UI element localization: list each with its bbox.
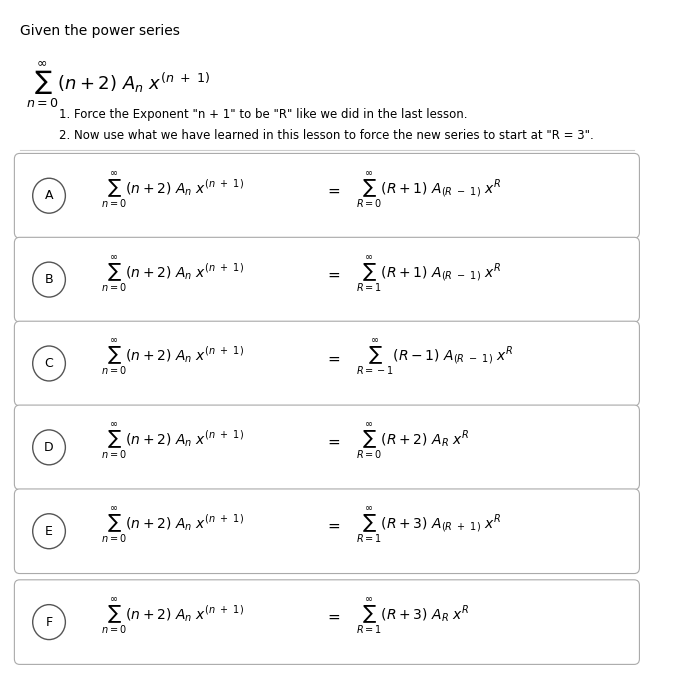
Circle shape [33, 430, 66, 465]
Circle shape [33, 605, 66, 640]
Text: $=$: $=$ [325, 434, 342, 449]
Circle shape [33, 262, 66, 297]
Text: $\sum_{n=0}^{\infty} (n + 2)\ A_n\ x^{(n\ +\ 1)}$: $\sum_{n=0}^{\infty} (n + 2)\ A_n\ x^{(n… [101, 171, 244, 210]
Text: F: F [45, 616, 52, 628]
Text: $\sum_{n=0}^{\infty} (n + 2)\ A_n\ x^{(n\ +\ 1)}$: $\sum_{n=0}^{\infty} (n + 2)\ A_n\ x^{(n… [101, 597, 244, 636]
Text: 1. Force the Exponent "n + 1" to be "R" like we did in the last lesson.: 1. Force the Exponent "n + 1" to be "R" … [59, 108, 468, 122]
Text: A: A [45, 189, 53, 202]
Text: Given the power series: Given the power series [20, 24, 180, 38]
Text: $\sum_{n=0}^{\infty} (n + 2)\ A_n\ x^{(n\ +\ 1)}$: $\sum_{n=0}^{\infty} (n + 2)\ A_n\ x^{(n… [101, 506, 244, 545]
Text: $\sum_{n=0}^{\infty} (n + 2)\ A_n\ x^{(n\ +\ 1)}$: $\sum_{n=0}^{\infty} (n + 2)\ A_n\ x^{(n… [101, 422, 244, 461]
FancyBboxPatch shape [15, 322, 639, 405]
Text: $=$: $=$ [325, 350, 342, 366]
Text: $\sum_{R=1}^{\infty} (R + 3)\ A_{(R\ +\ 1)}\ x^R$: $\sum_{R=1}^{\infty} (R + 3)\ A_{(R\ +\ … [356, 506, 502, 545]
Text: D: D [44, 441, 54, 454]
Text: $\sum_{R=0}^{\infty} (R + 2)\ A_R\ x^R$: $\sum_{R=0}^{\infty} (R + 2)\ A_R\ x^R$ [356, 422, 470, 461]
Circle shape [33, 178, 66, 213]
Text: 2. Now use what we have learned in this lesson to force the new series to start : 2. Now use what we have learned in this … [59, 129, 594, 143]
Text: $=$: $=$ [325, 609, 342, 624]
Text: $\sum_{n=0}^{\infty} (n + 2)\ A_n\ x^{(n\ +\ 1)}$: $\sum_{n=0}^{\infty} (n + 2)\ A_n\ x^{(n… [101, 254, 244, 294]
FancyBboxPatch shape [15, 489, 639, 573]
FancyBboxPatch shape [15, 405, 639, 489]
Text: C: C [45, 357, 54, 370]
Text: $\sum_{R=0}^{\infty} (R + 1)\ A_{(R\ -\ 1)}\ x^R$: $\sum_{R=0}^{\infty} (R + 1)\ A_{(R\ -\ … [356, 171, 502, 210]
Text: $\sum_{n=0}^{\infty} (n + 2)\ A_n\ x^{(n\ +\ 1)}$: $\sum_{n=0}^{\infty} (n + 2)\ A_n\ x^{(n… [26, 59, 211, 110]
Text: $=$: $=$ [325, 266, 342, 282]
Text: E: E [45, 525, 53, 538]
Text: $=$: $=$ [325, 518, 342, 533]
FancyBboxPatch shape [15, 154, 639, 238]
Circle shape [33, 346, 66, 381]
FancyBboxPatch shape [15, 580, 639, 664]
Text: B: B [45, 273, 54, 286]
Text: $\sum_{R=1}^{\infty} (R + 3)\ A_R\ x^R$: $\sum_{R=1}^{\infty} (R + 3)\ A_R\ x^R$ [356, 597, 470, 636]
Text: $=$: $=$ [325, 182, 342, 198]
Text: $\sum_{n=0}^{\infty} (n + 2)\ A_n\ x^{(n\ +\ 1)}$: $\sum_{n=0}^{\infty} (n + 2)\ A_n\ x^{(n… [101, 338, 244, 377]
FancyBboxPatch shape [15, 238, 639, 322]
Circle shape [33, 514, 66, 549]
Text: $\sum_{R=1}^{\infty} (R + 1)\ A_{(R\ -\ 1)}\ x^R$: $\sum_{R=1}^{\infty} (R + 1)\ A_{(R\ -\ … [356, 254, 502, 294]
Text: $\sum_{R=-1}^{\infty} (R - 1)\ A_{(R\ -\ 1)}\ x^R$: $\sum_{R=-1}^{\infty} (R - 1)\ A_{(R\ -\… [356, 338, 514, 377]
